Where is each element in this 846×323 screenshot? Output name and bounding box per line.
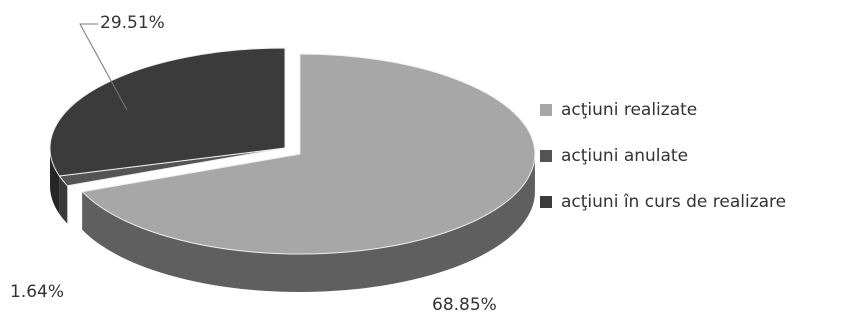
legend-item-actiuni-in-curs: acţiuni în curs de realizare [540, 187, 786, 217]
pie-slice-actiuni-in-curs-de-realizare [49, 47, 286, 177]
legend-label: acţiuni anulate [561, 146, 689, 166]
legend: acţiuni realizate acţiuni anulate acţiun… [540, 95, 786, 233]
leader-line-actiuni-in-curs [79, 23, 128, 111]
legend-item-actiuni-anulate: acţiuni anulate [540, 141, 786, 171]
legend-swatch [540, 196, 552, 208]
legend-label: acţiuni realizate [561, 100, 698, 120]
pie-tops [49, 47, 536, 255]
pie-side-actiuni-realizate [82, 154, 535, 293]
legend-item-actiuni-realizate: acţiuni realizate [540, 95, 786, 125]
data-label-actiuni-anulate: 1.64% [10, 282, 65, 302]
pie-leader-lines [79, 23, 128, 111]
data-label-actiuni-in-curs: 29.51% [100, 13, 165, 33]
legend-swatch [540, 150, 552, 162]
legend-label: acţiuni în curs de realizare [561, 192, 787, 212]
pie-slice-actiuni-realizate [81, 53, 536, 255]
legend-swatch [540, 104, 552, 116]
pie-side-actiuni-anulate [59, 175, 68, 224]
pie-side-actiuni-in-curs-de-realizare [50, 148, 60, 214]
data-label-actiuni-realizate: 68.85% [432, 295, 497, 315]
